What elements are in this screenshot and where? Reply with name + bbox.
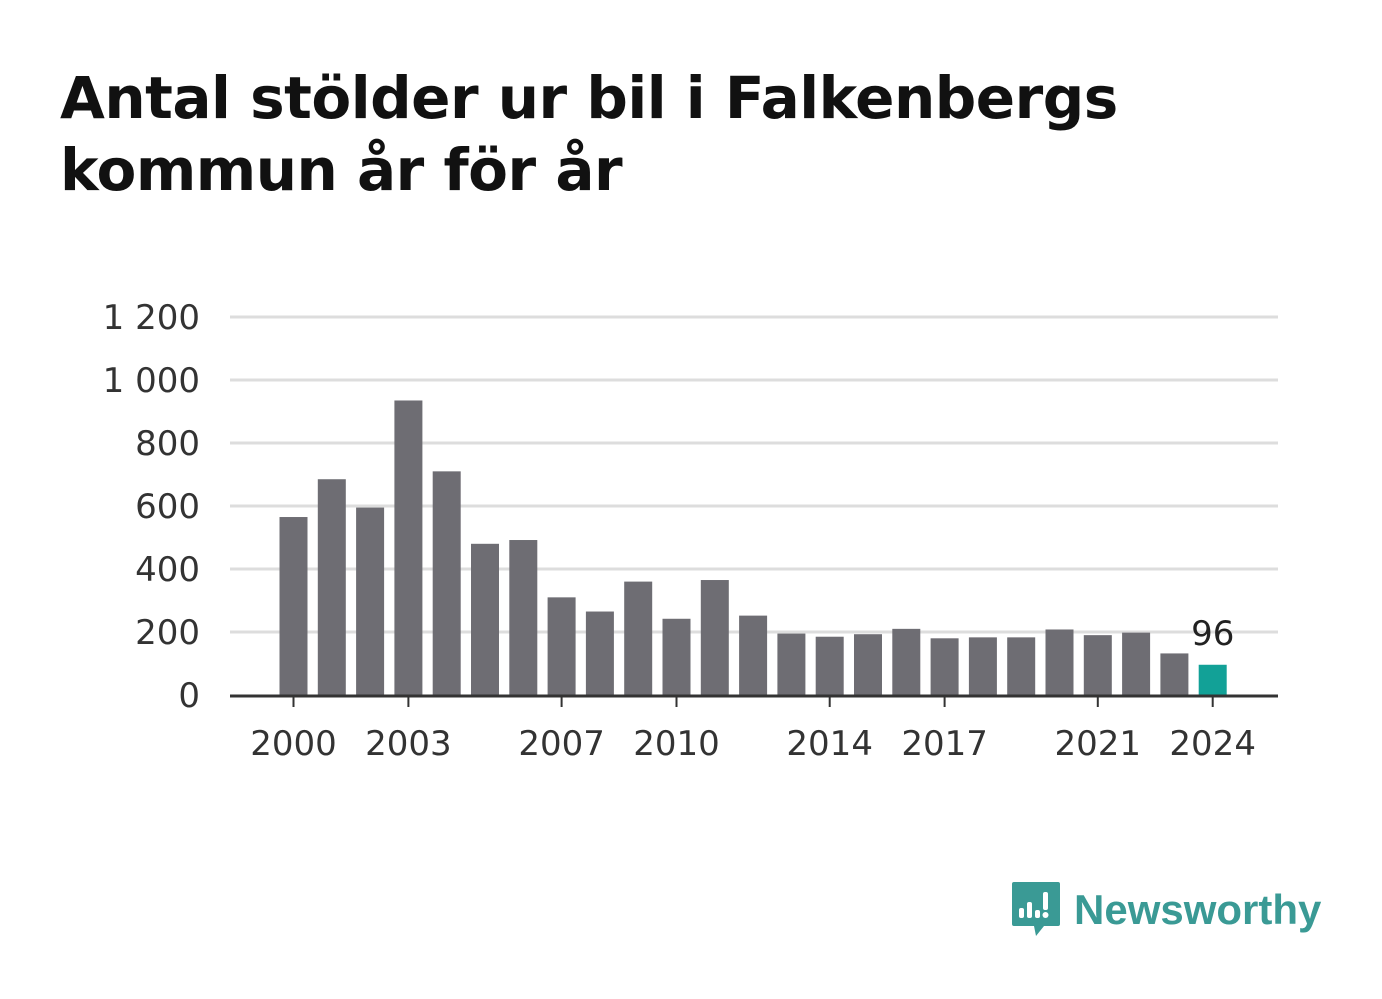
y-tick-label: 400 [135,550,200,590]
x-tick-label: 2021 [1055,724,1142,764]
bar-2024 [1198,664,1227,695]
x-tick-label: 2007 [518,724,605,764]
newsworthy-logo-icon [1012,882,1060,936]
x-tick-label: 2010 [633,724,720,764]
bar-2022 [1122,632,1151,695]
bar-2012 [739,615,768,695]
y-tick-label: 1 200 [103,298,200,338]
bar-2008 [585,611,614,695]
bar-2006 [509,540,538,695]
chart-title: Antal stölder ur bil i Falkenbergs kommu… [60,64,1118,204]
bar-2021 [1083,635,1112,695]
newsworthy-logo-text: Newsworthy [1074,886,1322,933]
newsworthy-logo: Newsworthy [1010,880,1321,940]
bar-2003 [394,400,423,695]
bar-2002 [356,507,385,695]
bar-2013 [777,633,806,695]
data-labels: 96 [1191,614,1234,654]
y-tick-label: 800 [135,424,200,464]
x-tick-label: 2000 [250,724,337,764]
grid-lines [230,315,1278,634]
x-tick-label: 2024 [1169,724,1256,764]
x-tick-label: 2003 [365,724,452,764]
bar-2009 [624,581,653,695]
bar-2019 [1007,637,1036,695]
bar-2018 [968,637,997,695]
bar-2011 [700,580,729,695]
bar-2020 [1045,629,1074,695]
bar-2005 [471,543,499,695]
bar-2004 [432,471,461,695]
y-tick-label: 0 [178,676,200,716]
y-axis-ticks: 0 200 400 600 800 1 000 1 200 [103,298,200,716]
bar-2000 [279,517,308,695]
bar-2017 [930,638,959,695]
bars [279,400,1227,695]
y-tick-label: 200 [135,613,200,653]
y-tick-label: 1 000 [103,361,200,401]
bar-chart: 0 200 400 600 800 1 000 1 200 2000 2003 2007 2010… [103,298,1278,764]
bar-2014 [815,636,844,695]
bar-2016 [892,628,921,695]
data-label: 96 [1191,614,1234,654]
x-axis-ticks: 2000 2003 2007 2010 2014 2017 2021 2024 [250,696,1256,764]
bar-2001 [317,479,346,695]
x-tick-label: 2014 [786,724,873,764]
bar-2023 [1160,653,1189,695]
bar-2007 [547,597,576,695]
bar-2010 [662,618,691,695]
y-tick-label: 600 [135,487,200,527]
bar-2015 [854,634,882,695]
x-tick-label: 2017 [901,724,988,764]
